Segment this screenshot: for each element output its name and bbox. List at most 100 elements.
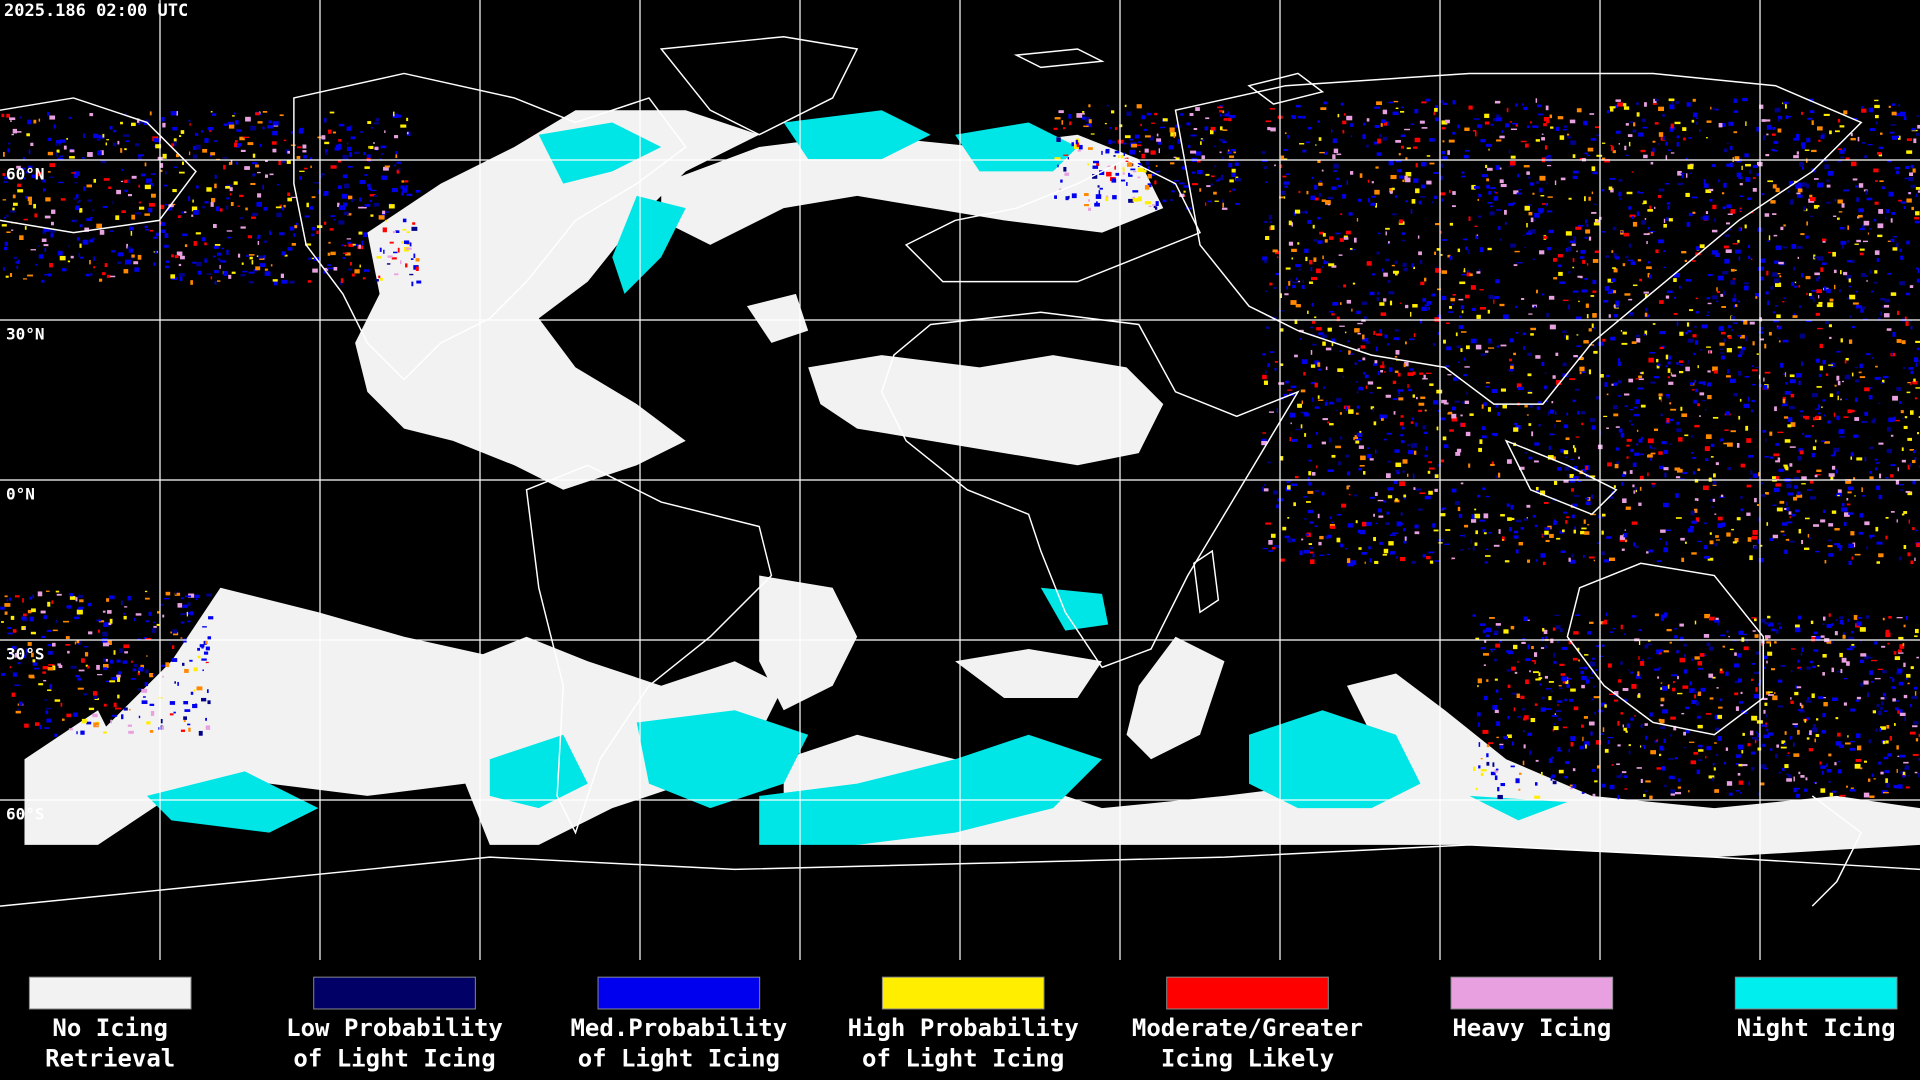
- speckle: [1645, 780, 1651, 783]
- speckle: [1581, 684, 1585, 689]
- speckle: [1288, 241, 1294, 246]
- speckle: [1436, 426, 1439, 431]
- speckle: [1640, 778, 1643, 783]
- speckle: [1864, 655, 1869, 660]
- speckle: [1838, 289, 1841, 293]
- speckle: [56, 593, 62, 596]
- speckle: [1508, 368, 1514, 372]
- speckle: [1403, 540, 1407, 544]
- speckle: [1633, 542, 1636, 547]
- speckle: [1479, 289, 1484, 291]
- speckle: [409, 242, 412, 247]
- speckle: [138, 201, 141, 204]
- speckle: [1291, 257, 1294, 260]
- speckle: [1581, 289, 1588, 293]
- speckle: [1437, 288, 1441, 291]
- speckle: [1399, 422, 1404, 426]
- speckle: [1464, 400, 1469, 405]
- speckle: [1290, 300, 1297, 305]
- speckle: [153, 138, 160, 143]
- speckle: [1662, 709, 1669, 714]
- speckle: [27, 196, 32, 202]
- speckle: [1622, 724, 1624, 728]
- speckle: [1613, 694, 1618, 697]
- speckle: [1433, 529, 1439, 532]
- speckle: [12, 202, 18, 206]
- speckle: [1730, 209, 1736, 214]
- speckle: [1751, 409, 1753, 413]
- speckle: [1891, 686, 1897, 689]
- speckle: [1494, 678, 1498, 681]
- speckle: [1801, 144, 1805, 149]
- speckle: [396, 169, 400, 174]
- speckle: [46, 718, 51, 723]
- speckle: [123, 707, 128, 711]
- speckle: [1715, 108, 1719, 111]
- speckle: [1676, 468, 1683, 473]
- speckle: [73, 171, 80, 176]
- speckle: [1436, 389, 1443, 394]
- speckle: [1267, 126, 1271, 131]
- speckle: [1842, 380, 1844, 383]
- speckle: [1841, 657, 1847, 663]
- speckle: [236, 129, 242, 132]
- speckle: [1283, 181, 1290, 185]
- speckle: [1564, 466, 1569, 471]
- speckle: [1608, 557, 1616, 561]
- speckle: [1509, 338, 1514, 343]
- speckle: [1615, 99, 1621, 102]
- speckle: [1630, 717, 1634, 721]
- speckle: [1712, 107, 1715, 111]
- speckle: [105, 680, 112, 683]
- speckle: [1288, 220, 1292, 226]
- speckle: [1425, 446, 1428, 451]
- speckle: [1322, 266, 1324, 268]
- speckle: [1099, 170, 1105, 176]
- speckle: [1862, 318, 1869, 321]
- speckle: [1809, 194, 1813, 198]
- speckle: [1526, 171, 1530, 175]
- speckle: [1567, 677, 1572, 680]
- speckle: [1652, 483, 1655, 488]
- speckle: [1726, 630, 1729, 633]
- speckle: [33, 119, 37, 124]
- speckle: [1847, 239, 1850, 243]
- speckle: [172, 629, 178, 634]
- speckle: [330, 251, 336, 256]
- speckle: [1634, 545, 1639, 549]
- speckle: [1823, 509, 1826, 513]
- speckle: [1896, 519, 1898, 523]
- speckle: [1522, 638, 1526, 641]
- speckle: [1897, 784, 1903, 789]
- speckle: [162, 675, 164, 678]
- speckle: [1534, 305, 1537, 308]
- speckle: [1697, 691, 1702, 697]
- speckle: [1875, 467, 1878, 471]
- speckle: [1591, 669, 1594, 675]
- speckle: [1418, 251, 1422, 256]
- speckle: [1826, 768, 1832, 773]
- speckle: [1481, 426, 1486, 431]
- speckle: [1811, 149, 1817, 153]
- speckle: [1664, 472, 1667, 478]
- speckle: [284, 254, 288, 257]
- speckle: [1801, 476, 1807, 481]
- speckle: [1478, 765, 1481, 769]
- speckle: [1850, 740, 1855, 743]
- speckle: [1849, 315, 1853, 318]
- speckle: [299, 127, 305, 130]
- speckle: [1578, 357, 1584, 360]
- speckle: [1395, 273, 1398, 276]
- speckle: [1371, 273, 1375, 276]
- speckle: [1674, 121, 1681, 125]
- speckle: [1546, 247, 1552, 251]
- speckle: [187, 723, 191, 726]
- speckle: [1141, 115, 1146, 120]
- speckle: [1465, 431, 1471, 437]
- speckle: [123, 615, 127, 620]
- speckle: [1434, 107, 1438, 112]
- legend-swatch: [313, 976, 476, 1010]
- speckle: [1479, 623, 1486, 626]
- speckle: [233, 112, 236, 115]
- speckle: [1424, 304, 1429, 307]
